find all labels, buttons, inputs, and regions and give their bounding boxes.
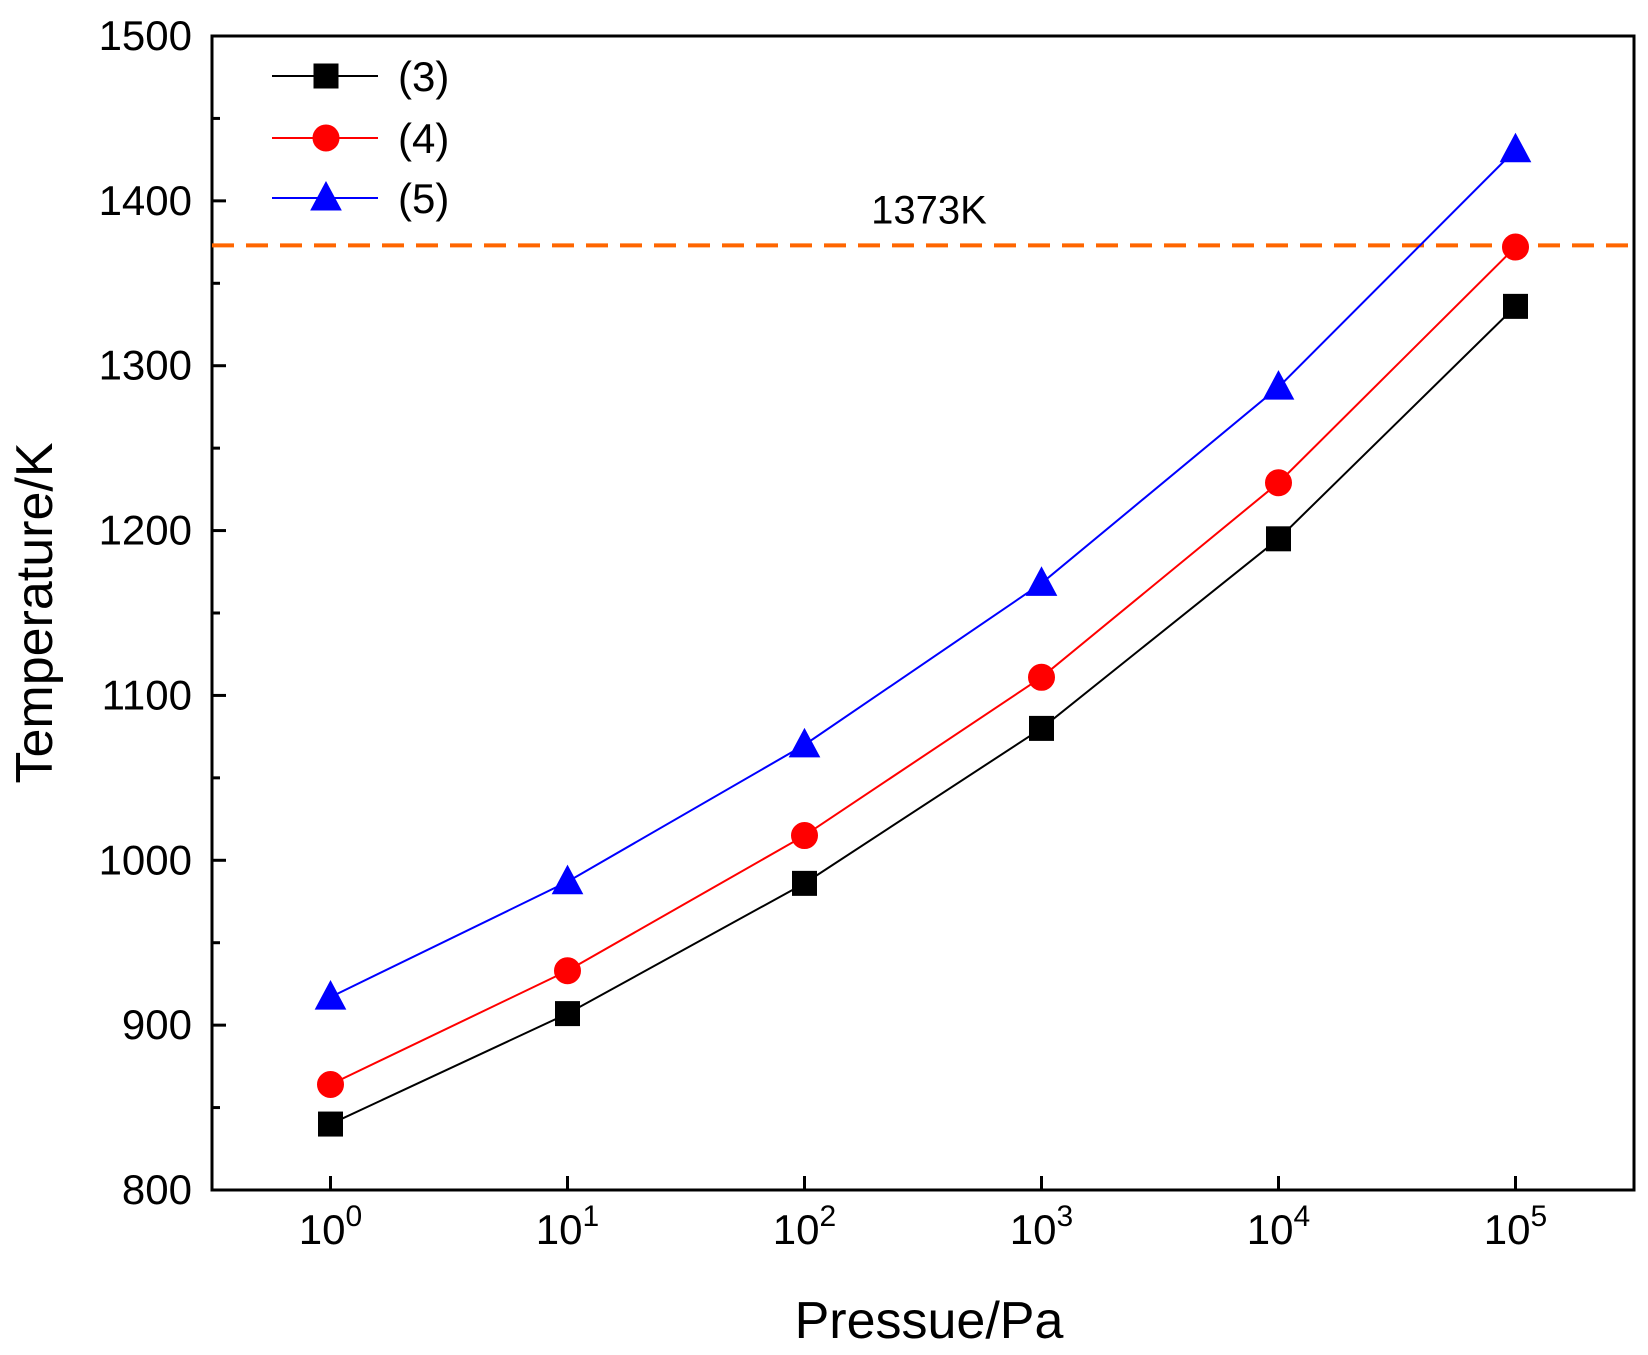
legend: (3) (4) (5) [272, 53, 449, 222]
series-2-point-3 [791, 822, 818, 850]
series-3 [314, 132, 1532, 1010]
y-tick-label: 1300 [99, 342, 192, 389]
x-tick-label: 102 [773, 1200, 836, 1253]
legend-marker-2 [312, 124, 340, 152]
legend-marker-3 [310, 180, 342, 211]
series-1-point-3 [792, 870, 817, 896]
x-tick-exponent: 1 [583, 1200, 600, 1233]
series-2-point-6 [1502, 233, 1529, 261]
x-tick-exponent: 5 [1531, 1200, 1548, 1233]
x-tick-label: 101 [536, 1200, 599, 1253]
x-tick-base: 10 [1010, 1206, 1057, 1253]
series-3-point-4 [1025, 566, 1058, 596]
x-tick-base: 10 [299, 1206, 346, 1253]
series-1-point-5 [1266, 526, 1291, 552]
y-axis-label: Temperature/K [6, 442, 64, 783]
series-3-point-1 [314, 980, 347, 1010]
series-2-point-4 [1028, 663, 1055, 691]
y-tick-label: 1400 [99, 177, 192, 224]
legend-label-1: (3) [398, 53, 449, 100]
x-tick-label: 104 [1247, 1200, 1310, 1253]
series-1-point-1 [318, 1111, 343, 1137]
y-tick-label: 800 [122, 1166, 192, 1213]
series-3-point-3 [788, 727, 821, 758]
y-tick-label: 900 [122, 1001, 192, 1048]
x-tick-label: 100 [299, 1200, 362, 1253]
x-tick-exponent: 2 [820, 1200, 837, 1233]
x-tick-label: 105 [1484, 1200, 1547, 1253]
legend-label-3: (5) [398, 175, 449, 222]
series-line-1 [330, 305, 1517, 1125]
y-tick-label: 1200 [99, 507, 192, 554]
series-2-point-5 [1265, 469, 1292, 497]
legend-label-2: (4) [398, 115, 449, 162]
x-tick-base: 10 [536, 1206, 583, 1253]
x-tick-label: 103 [1010, 1200, 1073, 1253]
x-tick-base: 10 [773, 1206, 820, 1253]
x-tick-exponent: 3 [1057, 1200, 1074, 1233]
reference-line-label: 1373K [871, 188, 987, 232]
legend-marker-1 [313, 63, 339, 89]
series-1 [318, 293, 1528, 1137]
series-3-point-2 [551, 864, 584, 895]
y-tick-label: 1100 [102, 671, 192, 718]
series-1-point-2 [555, 1001, 580, 1027]
y-tick-label: 1000 [99, 836, 192, 883]
series-3-point-6 [1499, 132, 1532, 163]
series-1-point-6 [1503, 293, 1528, 319]
x-tick-base: 10 [1484, 1206, 1531, 1253]
x-tick-base: 10 [1247, 1206, 1294, 1253]
series-line-3 [330, 149, 1517, 999]
y-tick-label: 1500 [99, 12, 192, 59]
series-2-point-1 [317, 1070, 344, 1098]
x-axis-label: Pressue/Pa [795, 1292, 1064, 1350]
series-1-point-4 [1029, 715, 1054, 741]
series-3-point-5 [1262, 370, 1295, 400]
x-tick-exponent: 0 [346, 1200, 363, 1233]
x-tick-exponent: 4 [1294, 1200, 1311, 1233]
series-line-2 [330, 246, 1517, 1086]
series-2 [317, 233, 1529, 1098]
series-2-point-2 [554, 957, 581, 985]
